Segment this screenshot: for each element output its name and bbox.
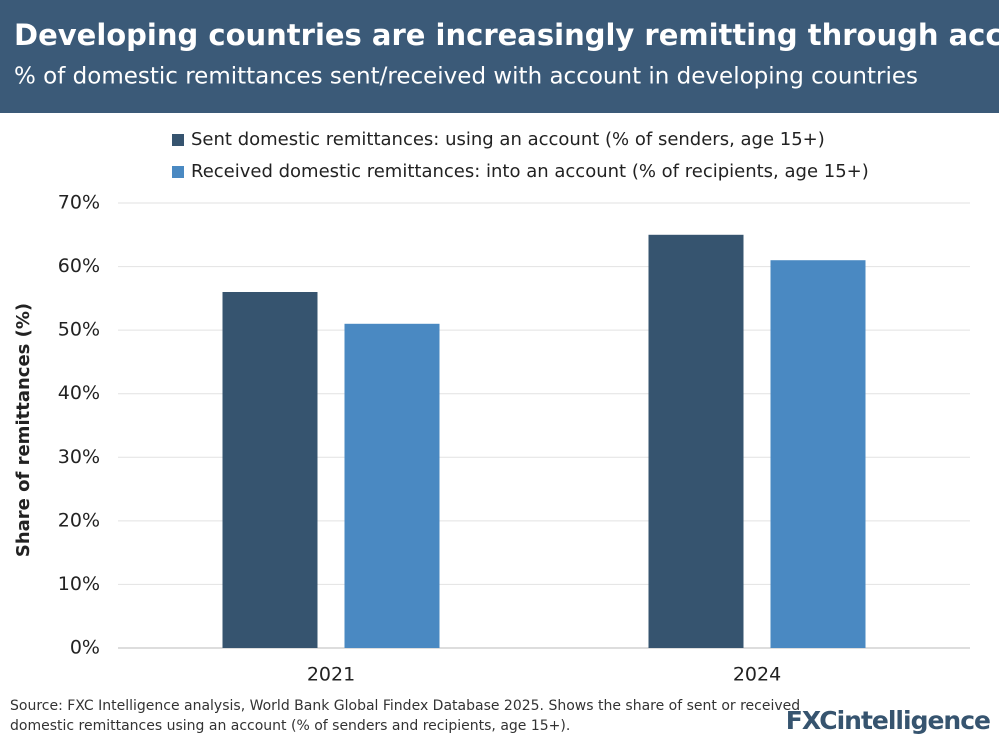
- bar: [770, 260, 866, 648]
- y-tick-label: 70%: [58, 192, 100, 214]
- bar: [344, 323, 440, 648]
- chart-title: Developing countries are increasingly re…: [14, 18, 999, 52]
- bar: [648, 234, 744, 649]
- header-band: [0, 0, 999, 113]
- source-note: domestic remittances using an account (%…: [10, 718, 570, 734]
- y-tick-label: 30%: [58, 446, 100, 468]
- x-tick-label: 2024: [733, 664, 781, 686]
- logo: FXCintelligence: [786, 706, 990, 735]
- legend-swatch: [172, 134, 184, 146]
- y-tick-label: 60%: [58, 255, 100, 277]
- legend-swatch: [172, 166, 184, 178]
- legend-label: Sent domestic remittances: using an acco…: [191, 129, 825, 150]
- legend-label: Received domestic remittances: into an a…: [191, 161, 869, 182]
- y-tick-label: 20%: [58, 509, 100, 531]
- y-tick-label: 0%: [70, 637, 100, 659]
- y-tick-label: 50%: [58, 319, 100, 341]
- bar: [222, 292, 318, 648]
- chart-subtitle: % of domestic remittances sent/received …: [14, 64, 918, 90]
- x-tick-label: 2021: [307, 664, 355, 686]
- y-tick-label: 10%: [58, 573, 100, 595]
- source-note: Source: FXC Intelligence analysis, World…: [10, 698, 800, 714]
- y-tick-label: 40%: [58, 382, 100, 404]
- y-axis-label: Share of remittances (%): [13, 303, 34, 557]
